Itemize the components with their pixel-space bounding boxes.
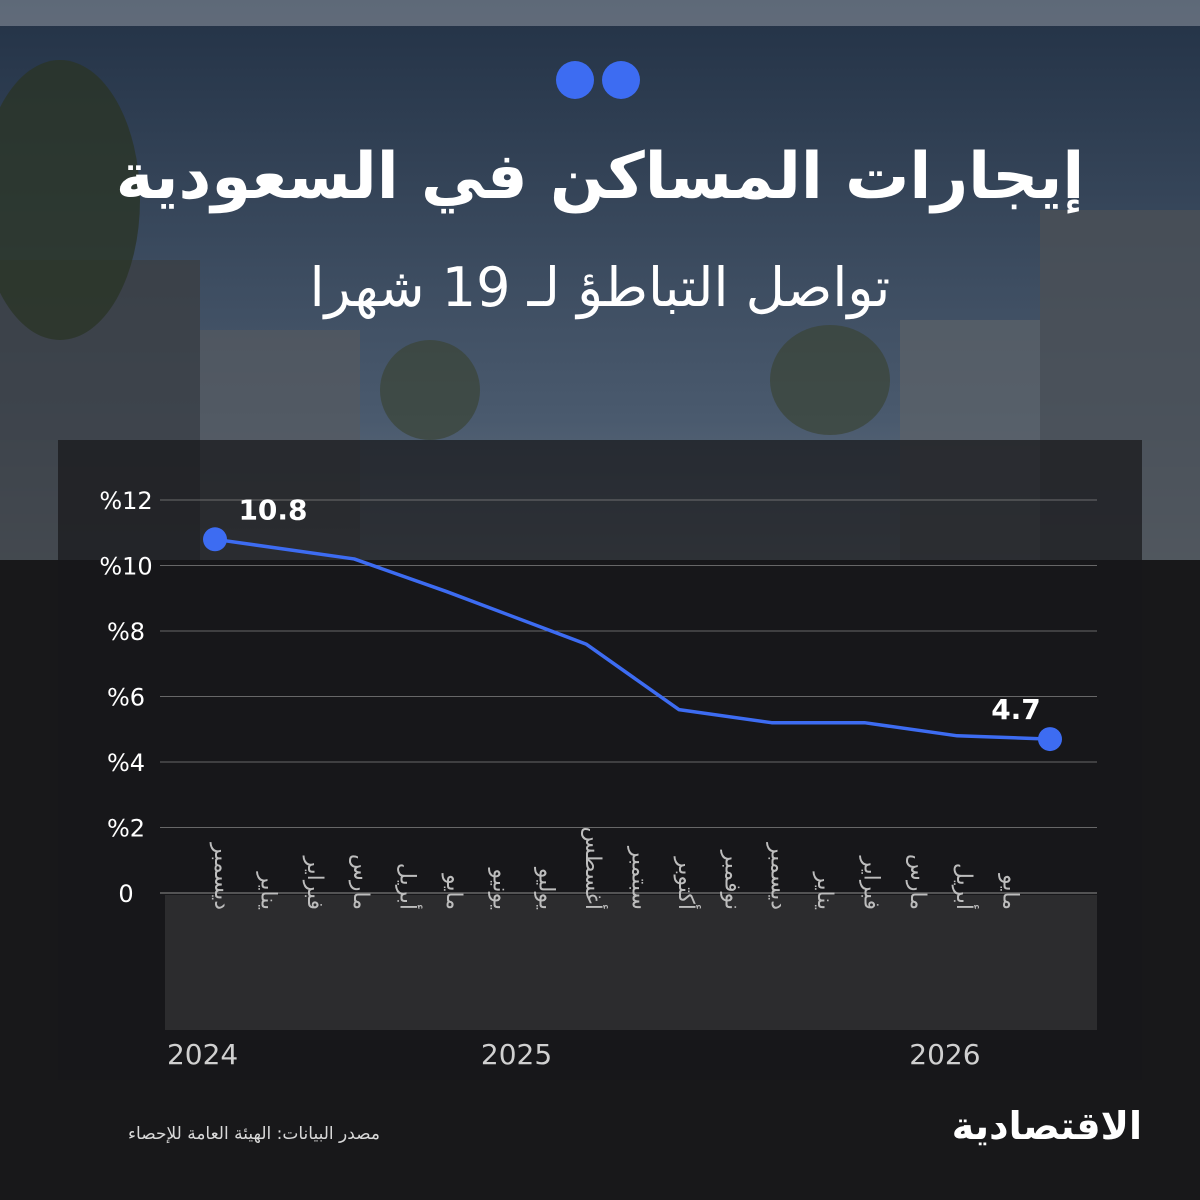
- year-band: [236, 895, 797, 1030]
- data-point: [203, 527, 227, 552]
- year-labels: 2024 2025 2026: [167, 1038, 981, 1071]
- y-tick-label: %4: [107, 749, 145, 777]
- data-label: 4.7: [991, 693, 1041, 726]
- decorative-dot-left: [556, 61, 594, 99]
- y-tick-label: %2: [107, 815, 145, 843]
- data-point: [1038, 727, 1062, 752]
- data-source: مصدر البيانات: الهيئة العامة للإحصاء: [128, 1124, 380, 1144]
- page-subtitle: تواصل التباطؤ لـ 19 شهرا: [309, 256, 891, 319]
- x-tick-labels: ديسمبر يناير فبراير مارس أبريل مايو يونيو يوليو…: [209, 827, 1023, 910]
- year-band: [792, 895, 1097, 1030]
- y-tick-label: %10: [99, 553, 152, 581]
- y-tick-labels: 0 %2 %4 %6 %8 %10 %12: [99, 487, 152, 908]
- x-tick-label: أكتوبر: [673, 856, 701, 910]
- y-tick-label: %12: [99, 487, 152, 515]
- page-title: إيجارات المساكن في السعودية: [115, 140, 1085, 214]
- year-label: 2025: [481, 1038, 552, 1071]
- x-tick-label: مايو: [998, 873, 1023, 910]
- x-tick-label: يناير: [812, 871, 837, 910]
- year-band: [165, 895, 241, 1030]
- x-tick-label: يوليو: [534, 867, 559, 910]
- x-tick-label: سبتمبر: [627, 846, 652, 910]
- x-tick-label: فبراير: [302, 855, 327, 910]
- y-tick-label: %6: [107, 684, 145, 712]
- y-tick-label: %8: [107, 618, 145, 646]
- x-tick-label: يونيو: [487, 867, 512, 910]
- x-tick-label: أبريل: [395, 863, 423, 910]
- x-tick-label: مارس: [905, 854, 930, 910]
- x-tick-label: أغسطس: [580, 827, 608, 910]
- data-label: 10.8: [238, 493, 307, 526]
- category-bands: [165, 895, 1097, 1030]
- annotations: 10.8 4.7: [203, 493, 1062, 752]
- series-line: [214, 537, 1051, 741]
- x-tick-label: أبريل: [951, 863, 979, 910]
- x-tick-label: مايو: [441, 873, 466, 910]
- brand-logo: الاقتصادية: [951, 1104, 1142, 1148]
- year-label: 2026: [909, 1038, 980, 1071]
- x-tick-label: مارس: [348, 854, 373, 910]
- decorative-dot-right: [602, 61, 640, 99]
- x-tick-label: ديسمبر: [766, 842, 791, 910]
- year-label: 2024: [167, 1038, 238, 1071]
- y-tick-label: 0: [118, 880, 133, 908]
- x-tick-label: ديسمبر: [209, 842, 234, 910]
- x-tick-label: فبراير: [858, 855, 883, 910]
- series-layer: [214, 537, 1051, 741]
- x-tick-label: يناير: [255, 871, 280, 910]
- x-tick-label: نوفمبر: [719, 849, 744, 910]
- grid-lines: [160, 499, 1097, 894]
